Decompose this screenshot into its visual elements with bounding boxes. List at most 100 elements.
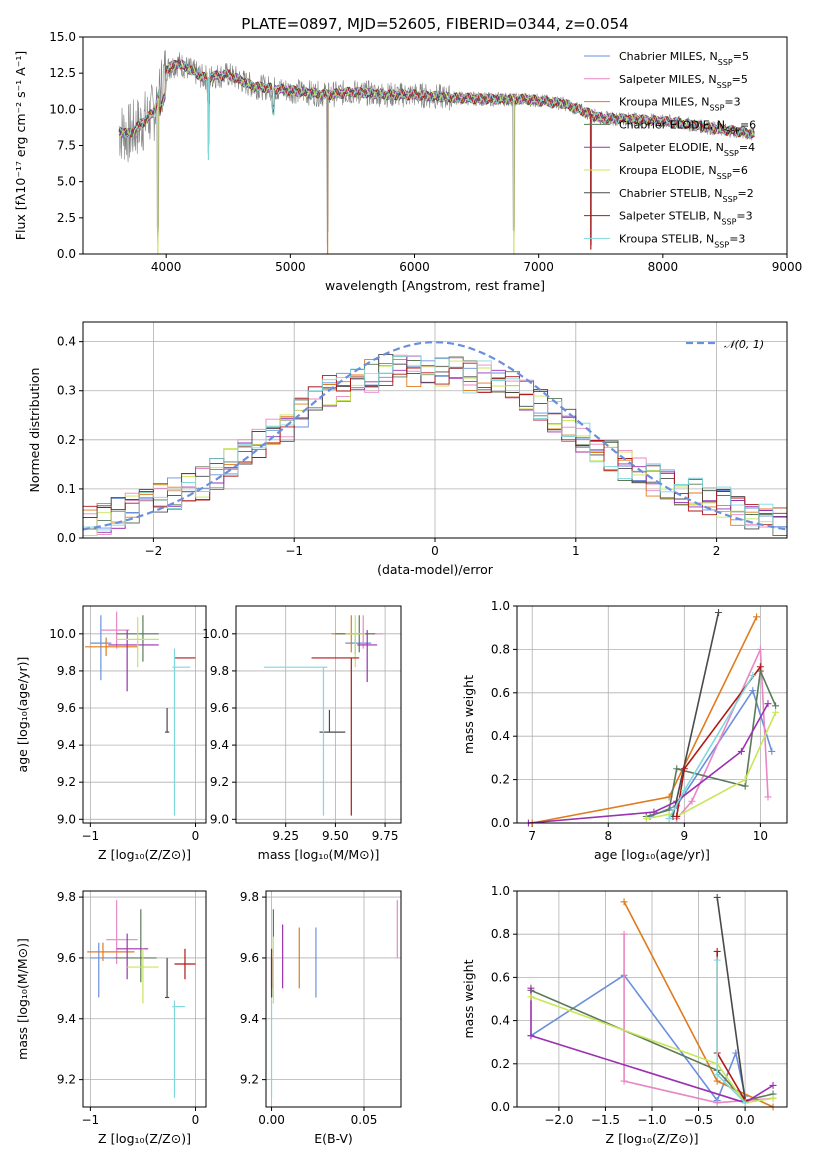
panel-spectrum: 4000 5000 6000 7000 8000 9000 0.0 2.5 5.0 7.5 10.0… bbox=[13, 30, 802, 293]
x-tick-label-1: 0 bbox=[192, 1113, 200, 1127]
legend-subscript-5: SSP bbox=[717, 172, 732, 181]
y-tick-label-0: 9.0 bbox=[210, 812, 229, 826]
x-axis-label: mass [log₁₀(M/M⊙)] bbox=[258, 847, 380, 862]
weight-series-3 bbox=[646, 668, 777, 818]
weight-series-6 bbox=[672, 612, 720, 817]
legend-label-4: Salpeter ELODIE, NSSP=4 bbox=[619, 141, 755, 158]
y-axis-label: Normed distribution bbox=[27, 368, 42, 493]
legend-label-8: Kroupa STELIB, NSSP=3 bbox=[619, 232, 745, 249]
weight-marker-0-3 bbox=[768, 747, 776, 755]
y-tick-label-0: 0.0 bbox=[57, 531, 76, 545]
y-tick-label-5: 10.0 bbox=[49, 627, 76, 641]
y-tick-label-0: 9.2 bbox=[240, 1073, 259, 1087]
weight-marker-8-1 bbox=[713, 1071, 721, 1079]
x-tick-label-0: −1 bbox=[82, 829, 100, 843]
panel-age-vs-Z: −1 0 9.0 9.2 9.4 9.6 9.8 10.0 Z [log₁₀(Z/Z⊙)] age… bbox=[15, 605, 207, 862]
y-tick-label-0: 0.0 bbox=[57, 247, 76, 261]
y-tick-label-2: 5.0 bbox=[57, 175, 76, 189]
legend-subscript-4: SSP bbox=[724, 149, 739, 158]
axes-frame bbox=[82, 890, 207, 1108]
x-tick-label-2: 9 bbox=[681, 829, 689, 843]
y-tick-label-1: 9.2 bbox=[57, 775, 76, 789]
legend-subscript-2: SSP bbox=[709, 103, 724, 112]
y-tick-label-1: 0.2 bbox=[491, 1057, 510, 1071]
weight-marker-1-3 bbox=[764, 793, 772, 801]
legend-count-3: =6 bbox=[740, 118, 756, 131]
weight-marker-7-0 bbox=[713, 947, 721, 955]
weight-marker-5-4 bbox=[772, 708, 780, 716]
y-tick-label-3: 9.8 bbox=[240, 890, 259, 904]
axes-frame bbox=[82, 605, 207, 824]
plot-area-mass-vs-EBV bbox=[270, 900, 398, 1098]
axes-frame bbox=[82, 321, 788, 539]
x-tick-label-3: −0.5 bbox=[684, 1113, 713, 1127]
y-tick-label-5: 1.0 bbox=[491, 599, 510, 613]
legend-count-1: =5 bbox=[732, 73, 748, 86]
x-tick-label-0: 4000 bbox=[151, 260, 182, 274]
y-tick-label-3: 7.5 bbox=[57, 139, 76, 153]
panel-mass-vs-Z: −1 0 9.2 9.4 9.6 9.8 Z [log₁₀(Z/Z⊙)] mass [log₁… bbox=[15, 890, 207, 1146]
weight-marker-4-1 bbox=[527, 1032, 535, 1040]
panel-weight-vs-age: 7 8 9 10 0.0 0.2 0.4 0.6 0.8 1.0 age [log₁₀(age/yr… bbox=[461, 599, 788, 862]
legend-count-7: =3 bbox=[736, 210, 752, 223]
y-tick-label-4: 0.8 bbox=[491, 642, 510, 656]
axes-frame bbox=[235, 605, 402, 824]
x-tick-label-0: 0.00 bbox=[258, 1113, 285, 1127]
weight-marker-3-3 bbox=[741, 782, 749, 790]
weight-marker-4-3 bbox=[737, 747, 745, 755]
model-spectrum-7 bbox=[118, 59, 755, 139]
x-tick-label-2: 6000 bbox=[399, 260, 430, 274]
x-tick-label-1: 8 bbox=[604, 829, 612, 843]
x-tick-label-0: 7 bbox=[528, 829, 536, 843]
y-axis-label: age [log₁₀(age/yr)] bbox=[15, 657, 30, 773]
weight-marker-1-2 bbox=[756, 645, 764, 653]
y-tick-label-2: 9.4 bbox=[57, 738, 76, 752]
y-tick-label-0: 0.0 bbox=[491, 816, 510, 830]
weight-marker-1-1 bbox=[688, 797, 696, 805]
panel-age-vs-mass: 9.25 9.50 9.75 9.0 9.2 9.4 9.6 9.8 10.0 mass [log… bbox=[202, 605, 402, 862]
y-tick-label-4: 9.8 bbox=[210, 664, 229, 678]
y-axis-label: mass [log₁₀(M/M⊙)] bbox=[15, 938, 30, 1060]
weight-series-5 bbox=[530, 996, 774, 1104]
legend-label-6: Chabrier STELIB, NSSP=2 bbox=[619, 187, 754, 204]
x-tick-label-2: −1.0 bbox=[637, 1113, 666, 1127]
x-tick-label-1: 0.05 bbox=[351, 1113, 378, 1127]
y-tick-label-0: 9.2 bbox=[57, 1073, 76, 1087]
legend-count-0: =5 bbox=[733, 50, 749, 63]
y-tick-label-4: 0.4 bbox=[57, 335, 76, 349]
weight-series-1 bbox=[676, 649, 769, 820]
x-tick-label-2: 9.75 bbox=[372, 829, 399, 843]
weight-marker-4-3 bbox=[769, 1081, 777, 1089]
y-tick-label-1: 9.4 bbox=[240, 1012, 259, 1026]
x-axis-label: age [log₁₀(age/yr)] bbox=[594, 847, 710, 862]
x-tick-label-4: 0.0 bbox=[736, 1113, 755, 1127]
weight-marker-2-0 bbox=[620, 898, 628, 906]
y-tick-label-1: 0.1 bbox=[57, 482, 76, 496]
plot-area-age-vs-Z bbox=[85, 611, 196, 816]
weight-marker-3-5 bbox=[772, 702, 780, 710]
x-tick-label-0: −1 bbox=[82, 1113, 100, 1127]
legend-count-6: =2 bbox=[738, 187, 754, 200]
legend-label-7: Salpeter STELIB, NSSP=3 bbox=[619, 210, 753, 227]
legend-count-4: =4 bbox=[739, 141, 755, 154]
weight-series-4 bbox=[530, 988, 774, 1104]
legend-subscript-6: SSP bbox=[723, 194, 738, 203]
y-tick-label-5: 12.5 bbox=[49, 66, 76, 80]
x-axis-label: wavelength [Angstrom, rest frame] bbox=[325, 278, 545, 293]
weight-marker-7-2 bbox=[756, 663, 764, 671]
y-tick-label-3: 0.3 bbox=[57, 384, 76, 398]
legend-subscript-7: SSP bbox=[721, 217, 736, 226]
y-tick-label-2: 0.4 bbox=[491, 1014, 510, 1028]
panel-weight-vs-Z: −2.0 −1.5 −1.0 −0.5 0.0 0.0 0.2 0.4 0.6 0.8 1.0 Z [… bbox=[461, 884, 788, 1146]
y-tick-label-4: 9.8 bbox=[57, 664, 76, 678]
weight-marker-8-2 bbox=[741, 1099, 749, 1107]
weight-marker-1-2 bbox=[713, 1099, 721, 1107]
x-tick-label-1: 0 bbox=[192, 829, 200, 843]
axes-frame bbox=[82, 36, 788, 255]
plot-area-weight-vs-Z bbox=[527, 893, 777, 1111]
legend-subscript-3: SSP bbox=[725, 126, 740, 135]
x-axis-label: (data-model)/error bbox=[377, 562, 494, 577]
legend-count-8: =3 bbox=[729, 232, 745, 245]
y-tick-label-1: 0.2 bbox=[491, 773, 510, 787]
axes-frame bbox=[516, 605, 788, 824]
